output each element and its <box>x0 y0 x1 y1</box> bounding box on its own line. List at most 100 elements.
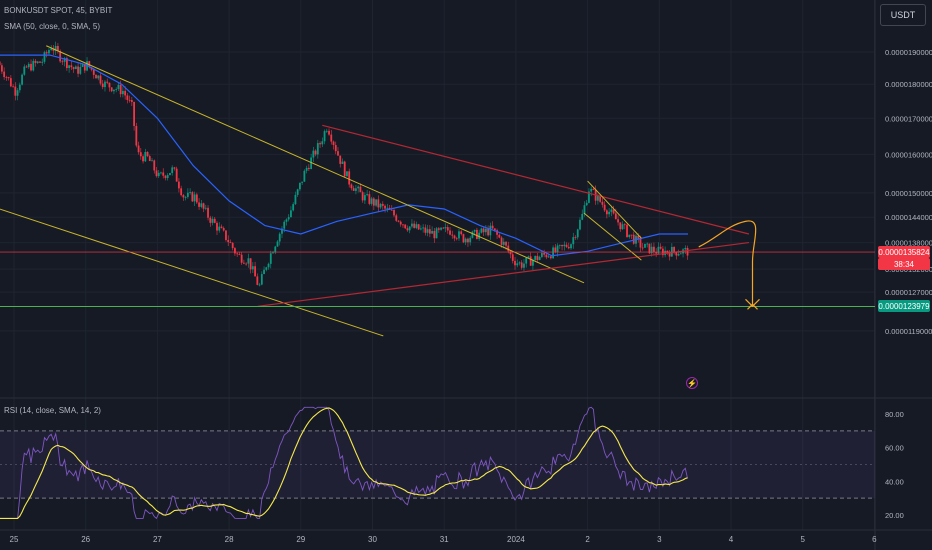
candle-body <box>419 228 422 230</box>
candle-body <box>99 75 102 84</box>
candle-body <box>402 224 404 226</box>
time-axis-label: 2 <box>585 535 590 544</box>
candle-body <box>151 160 153 162</box>
candle-body <box>186 192 189 197</box>
candle-body <box>153 160 156 171</box>
descending-trendline-lower <box>0 208 384 337</box>
candle-body <box>572 237 575 245</box>
candle-body <box>160 172 162 174</box>
candle-body <box>523 263 525 268</box>
candle-body <box>119 84 122 95</box>
candle-body <box>48 50 50 54</box>
candle-body <box>110 87 113 92</box>
rsi-axis-label: 80.00 <box>885 410 904 419</box>
candle-body <box>34 60 37 63</box>
candle-body <box>157 172 160 177</box>
candle-body <box>43 52 46 62</box>
candle-body <box>334 145 337 152</box>
candle-body <box>204 207 207 209</box>
time-axis-label: 29 <box>296 535 305 544</box>
candle-body <box>7 77 10 79</box>
candle-body <box>567 246 570 249</box>
candle-body <box>74 66 77 70</box>
candle-body <box>511 254 514 261</box>
candle-body <box>617 219 619 223</box>
candle-body <box>83 63 86 71</box>
candle-body <box>379 203 382 208</box>
candle-body <box>41 61 44 63</box>
candle-body <box>135 125 138 146</box>
candle-body <box>442 227 445 229</box>
candle-body <box>234 248 236 254</box>
candle-body <box>18 84 21 91</box>
candle-body <box>581 213 584 220</box>
price-axis-label: 0.0000144000 <box>885 213 932 222</box>
candle-body <box>184 196 187 198</box>
candle-body <box>238 254 241 256</box>
candle-body <box>16 90 19 96</box>
candle-body <box>612 209 615 214</box>
candle-body <box>386 207 389 209</box>
candle-body <box>72 67 75 70</box>
candle-body <box>5 77 8 78</box>
candle-body <box>467 238 469 243</box>
candle-body <box>193 194 196 202</box>
candle-body <box>220 226 223 229</box>
candle-body <box>554 247 557 252</box>
candle-body <box>191 192 194 202</box>
candle-body <box>657 246 660 254</box>
candle-body <box>200 203 203 207</box>
candle-body <box>106 81 109 83</box>
candle-body <box>460 231 463 235</box>
candle-body <box>540 253 543 257</box>
candle-body <box>621 224 624 230</box>
candle-body <box>404 224 407 229</box>
candle-body <box>285 219 288 222</box>
price-axis-label: 0.0000180000 <box>885 80 932 89</box>
candle-body <box>505 241 507 246</box>
rsi-indicator-label[interactable]: RSI (14, close, SMA, 14, 2) <box>4 406 101 415</box>
candle-body <box>679 253 682 255</box>
time-axis-label: 4 <box>729 535 734 544</box>
candle-body <box>137 145 140 153</box>
candle-body <box>675 251 678 256</box>
projection-path <box>698 220 757 307</box>
candle-body <box>128 99 131 101</box>
candle-body <box>242 262 245 264</box>
currency-button[interactable]: USDT <box>880 4 926 26</box>
candle-body <box>471 231 474 238</box>
candle-body <box>626 224 628 238</box>
candle-body <box>482 228 485 233</box>
candle-body <box>455 238 458 240</box>
triangle-resistance-line <box>322 124 750 235</box>
grid-lines <box>0 0 875 530</box>
time-axis-label: 6 <box>872 535 877 544</box>
candle-body <box>231 242 234 249</box>
candle-body <box>437 228 440 230</box>
candle-body <box>227 239 230 243</box>
candle-body <box>27 63 30 68</box>
candle-body <box>269 253 272 264</box>
candle-body <box>245 263 248 265</box>
support-price-tag: 0.0000123979 <box>878 300 930 313</box>
lightning-icon[interactable]: ⚡ <box>686 377 698 389</box>
candle-body <box>623 224 626 226</box>
candle-body <box>189 192 192 193</box>
candle-body <box>247 258 250 264</box>
candle-body <box>299 182 301 190</box>
candle-body <box>314 150 317 155</box>
last-price-tag: 0.0000135824 <box>878 246 930 259</box>
candle-body <box>164 175 167 179</box>
price-axis-label: 0.0000190000 <box>885 48 932 57</box>
candle-body <box>413 223 416 228</box>
candle-body <box>130 100 133 102</box>
candle-body <box>534 255 537 260</box>
candle-body <box>644 243 646 248</box>
candle-body <box>180 188 183 196</box>
candle-body <box>370 198 373 204</box>
sma-indicator-label[interactable]: SMA (50, close, 0, SMA, 5) <box>4 22 101 31</box>
candle-body <box>216 222 218 231</box>
candle-body <box>348 171 351 185</box>
